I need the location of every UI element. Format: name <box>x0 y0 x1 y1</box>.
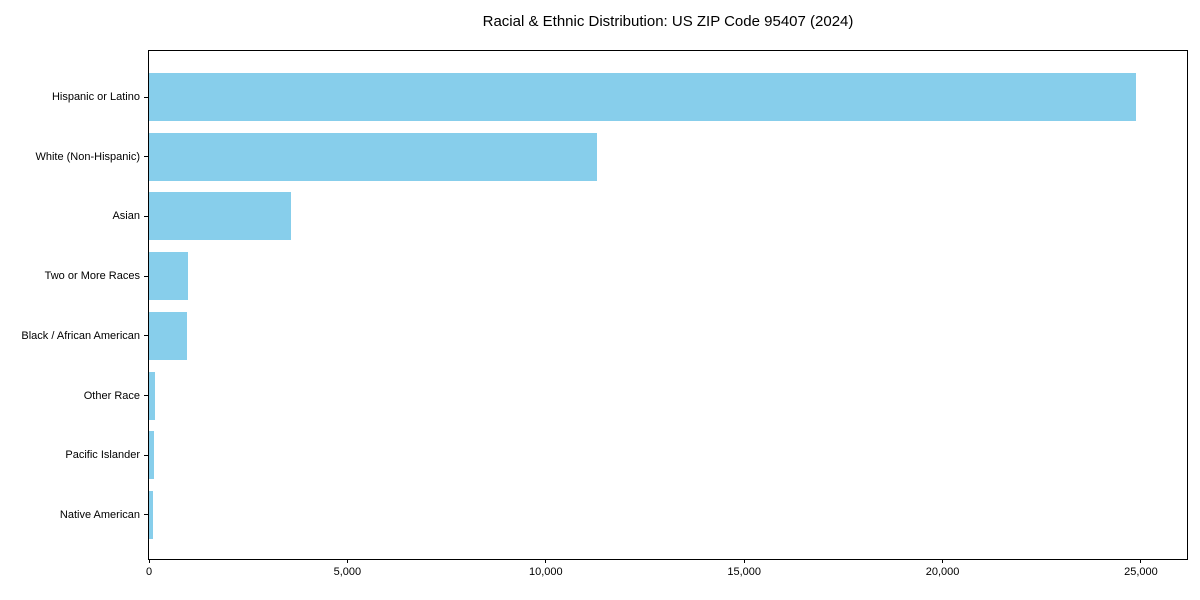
plot-area: Hispanic or Latino White (Non-Hispanic) As… <box>21 50 1188 578</box>
x-tick-mark <box>1140 559 1142 563</box>
x-tick-label-15-000: 15,000 <box>727 566 761 578</box>
bar-pacific-islander <box>149 431 154 480</box>
y-tick-mark <box>144 454 148 456</box>
x-tick-mark <box>346 559 348 563</box>
bar-white-non-hispanic <box>149 132 597 181</box>
x-tick-mark <box>942 559 944 563</box>
y-tick-label-pacific-islander: Pacific Islander <box>65 449 140 462</box>
y-tick-mark <box>144 275 148 277</box>
y-tick-mark <box>144 335 148 337</box>
bar-hispanic-or-latino <box>149 73 1136 121</box>
x-tick-mark <box>545 559 547 563</box>
y-tick-mark <box>144 395 148 396</box>
y-tick-mark <box>144 215 148 217</box>
y-tick-mark <box>144 514 148 516</box>
x-tick-mark <box>148 559 150 563</box>
bar-black-african-american <box>149 311 187 360</box>
y-tick-label-other-race: Other Race <box>83 389 140 402</box>
y-tick-label-native-american: Native American <box>59 508 140 521</box>
x-tick-label-10-000: 10,000 <box>528 566 563 578</box>
x-tick-mark <box>743 559 745 563</box>
x-tick-label-5-000: 5,000 <box>333 566 362 578</box>
bar-two-or-more-races <box>149 252 188 301</box>
y-tick-label-white-non-hispanic: White (Non-Hispanic) <box>35 150 140 163</box>
y-tick-label-black-african-american: Black / African American <box>21 329 140 342</box>
x-tick-label-25-000: 25,000 <box>1124 566 1158 578</box>
bar-native-american <box>149 490 154 539</box>
x-tick-label-20-000: 20,000 <box>925 566 960 578</box>
chart-title: Racial & Ethnic Distribution: US ZIP Cod… <box>482 13 854 30</box>
bar-asian <box>149 192 292 241</box>
y-tick-label-hispanic-or-latino: Hispanic or Latino <box>51 91 140 103</box>
y-tick-label-asian: Asian <box>112 210 140 223</box>
bar-other-race <box>149 371 155 420</box>
y-tick-mark <box>144 96 148 98</box>
y-tick-mark <box>144 156 148 158</box>
x-tick-label-0: 0 <box>145 566 153 578</box>
y-tick-label-two-or-more-races: Two or More Races <box>44 270 140 283</box>
